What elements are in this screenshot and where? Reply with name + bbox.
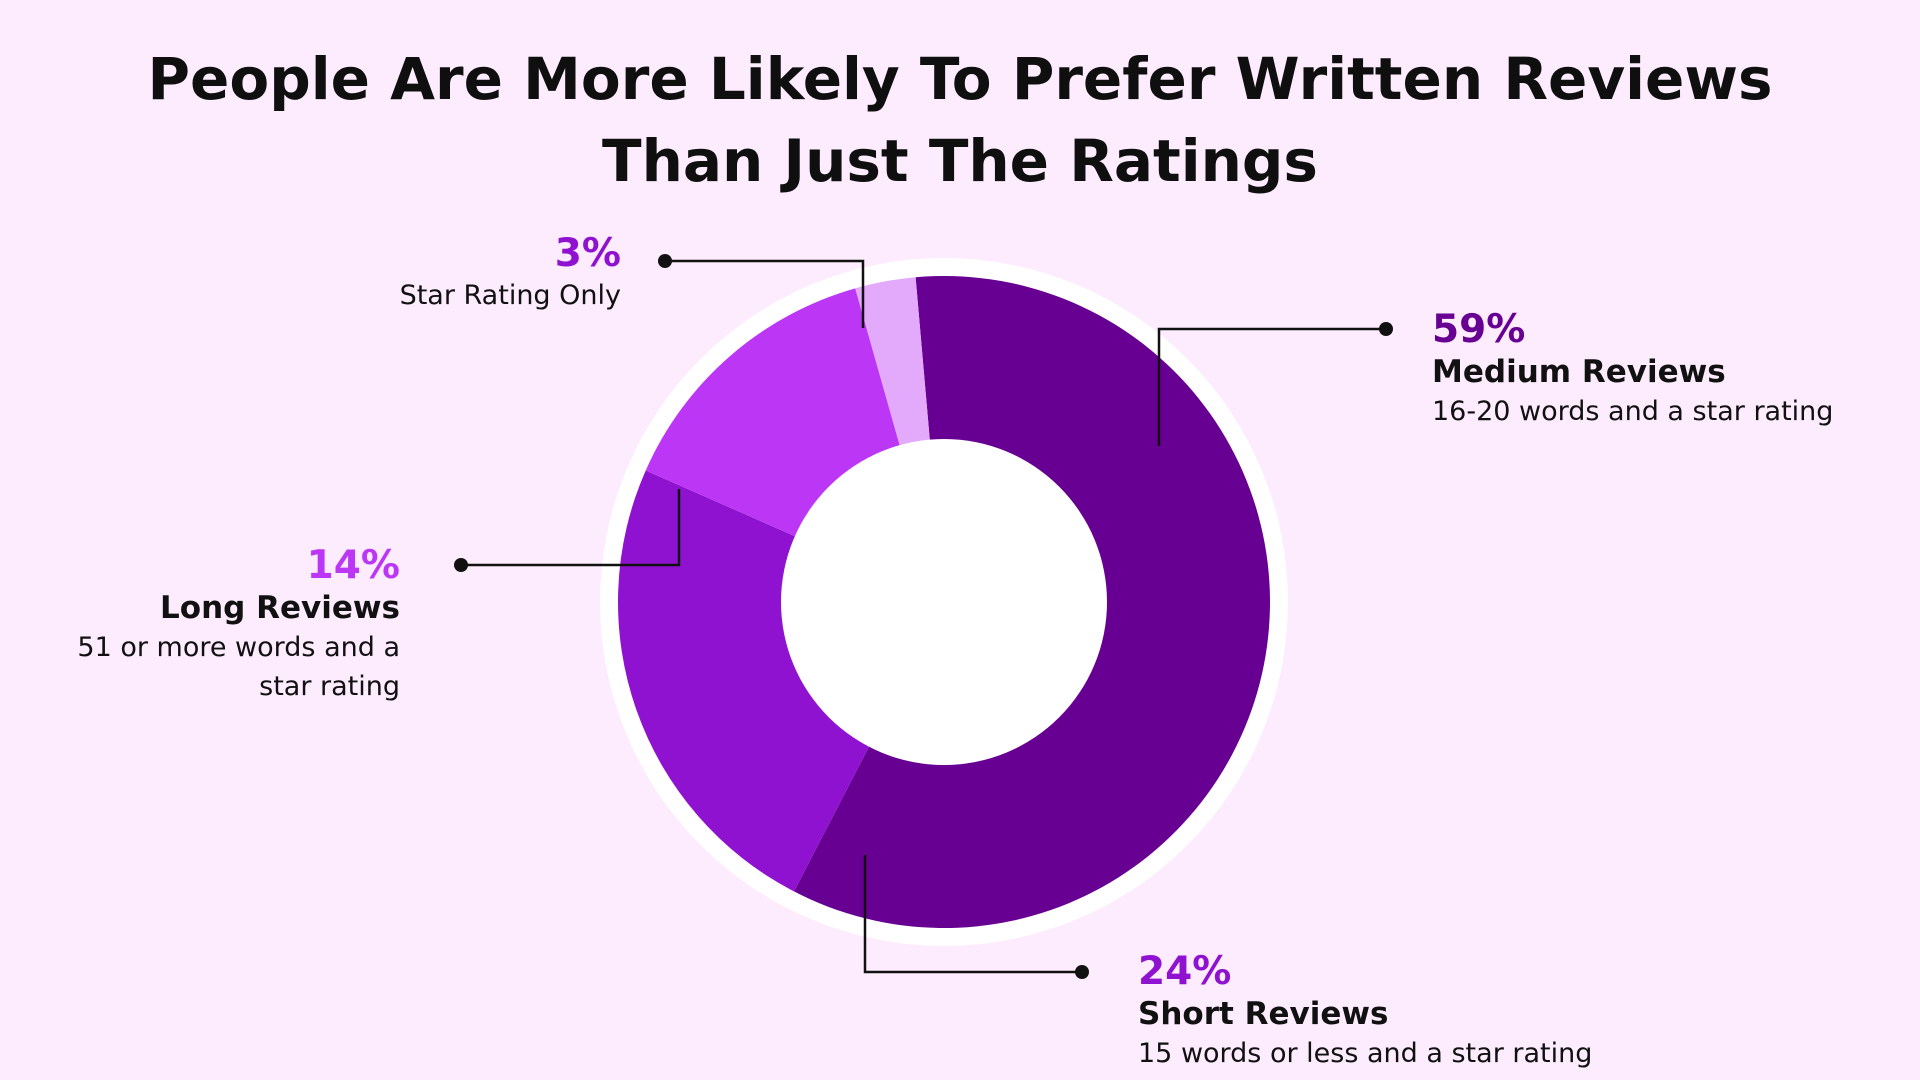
label-star-rating-only: 3% Star Rating Only [221,232,621,315]
leader-line-short [863,855,1082,974]
label-long-name: Long Reviews [160,590,400,626]
label-star-desc: Star Rating Only [399,280,621,311]
leader-dot-long [454,558,468,572]
label-short-pct: 24% [1138,949,1232,994]
leader-dot-star [658,254,672,268]
label-short-reviews: 24% Short Reviews 15 words or less and a… [1138,950,1592,1073]
label-long-pct: 14% [306,543,400,588]
label-medium-pct: 59% [1432,307,1526,352]
leader-dot-short [1075,965,1089,979]
label-long-reviews: 14% Long Reviews 51 or more words and a … [60,544,400,706]
chart-title-line-1: People Are More Likely To Prefer Written… [147,45,1773,113]
chart-title-line-2: Than Just The Ratings [602,127,1318,195]
label-long-desc: 51 or more words and a star rating [77,632,400,702]
label-medium-name: Medium Reviews [1432,354,1726,390]
label-medium-reviews: 59% Medium Reviews 16-20 words and a sta… [1432,308,1833,431]
donut-hole [781,439,1107,765]
leader-line-medium [1157,327,1386,446]
label-short-desc: 15 words or less and a star rating [1138,1038,1593,1069]
label-star-pct: 3% [554,231,621,276]
label-short-name: Short Reviews [1138,996,1389,1032]
leader-dot-medium [1379,322,1393,336]
label-medium-desc: 16-20 words and a star rating [1432,396,1834,427]
leader-line-long [461,489,681,567]
leader-line-star [665,259,865,328]
chart-title: People Are More Likely To Prefer Written… [0,38,1920,202]
